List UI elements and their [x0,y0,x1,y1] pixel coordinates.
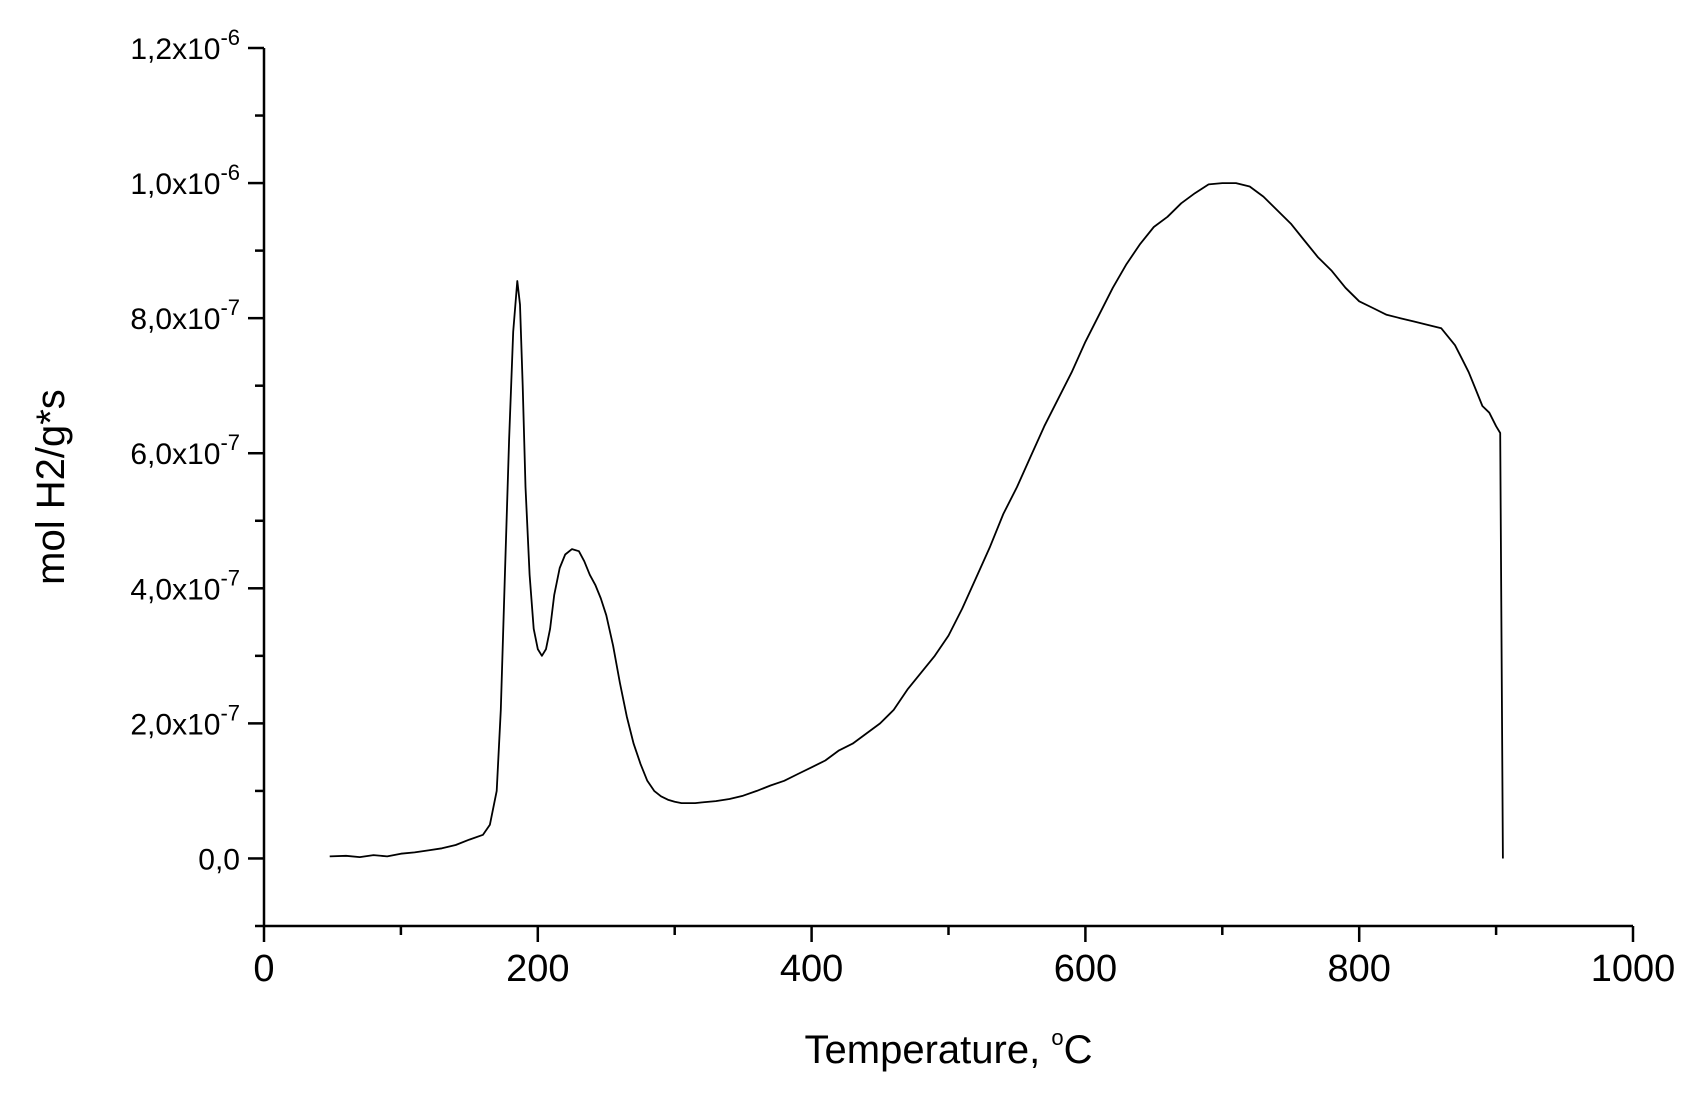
x-tick-label: 600 [1054,948,1117,990]
x-tick-label: 800 [1327,948,1390,990]
y-tick-label: 1,0x10-6 [130,160,240,201]
x-tick-label: 1000 [1591,948,1676,990]
y-tick-label: 6,0x10-7 [130,430,240,471]
y-tick-label: 0,0 [198,843,240,876]
series-line [329,182,1504,859]
x-tick-label: 400 [780,948,843,990]
x-axis-title-unit: C [1064,1028,1093,1072]
x-axis-title: Temperature, oC [805,1025,1093,1072]
x-tick-label: 200 [506,948,569,990]
y-tick-label: 1,2x10-6 [130,25,240,66]
y-tick-label: 8,0x10-7 [130,295,240,336]
y-axis-title: mol H2/g*s [29,389,73,585]
x-tick-label: 0 [253,948,274,990]
x-axis-ticks: 0 200 400 600 800 1000 [253,926,1675,990]
x-axis-title-text: Temperature, [805,1028,1052,1072]
y-tick-label: 4,0x10-7 [130,565,240,606]
y-tick-label: 2,0x10-7 [130,700,240,741]
x-axis-title-unit-super: o [1051,1025,1063,1050]
series-group [329,182,1504,859]
y-axis-ticks: 0,0 2,0x10-7 4,0x10-7 6,0x10-7 8,0x10-7 1,0x1… [130,25,264,928]
